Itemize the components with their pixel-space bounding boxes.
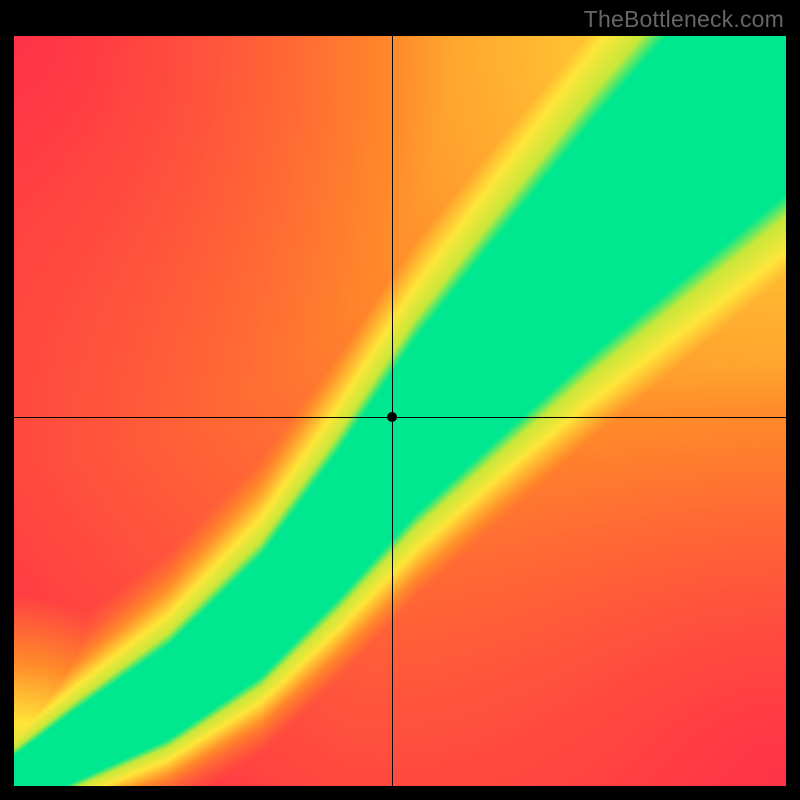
crosshair-horizontal bbox=[14, 417, 786, 418]
crosshair-marker bbox=[387, 412, 397, 422]
watermark-text: TheBottleneck.com bbox=[584, 6, 784, 33]
heatmap-canvas bbox=[14, 36, 786, 786]
crosshair-vertical bbox=[392, 36, 393, 786]
chart-container: TheBottleneck.com bbox=[0, 0, 800, 800]
plot-area bbox=[14, 36, 786, 786]
